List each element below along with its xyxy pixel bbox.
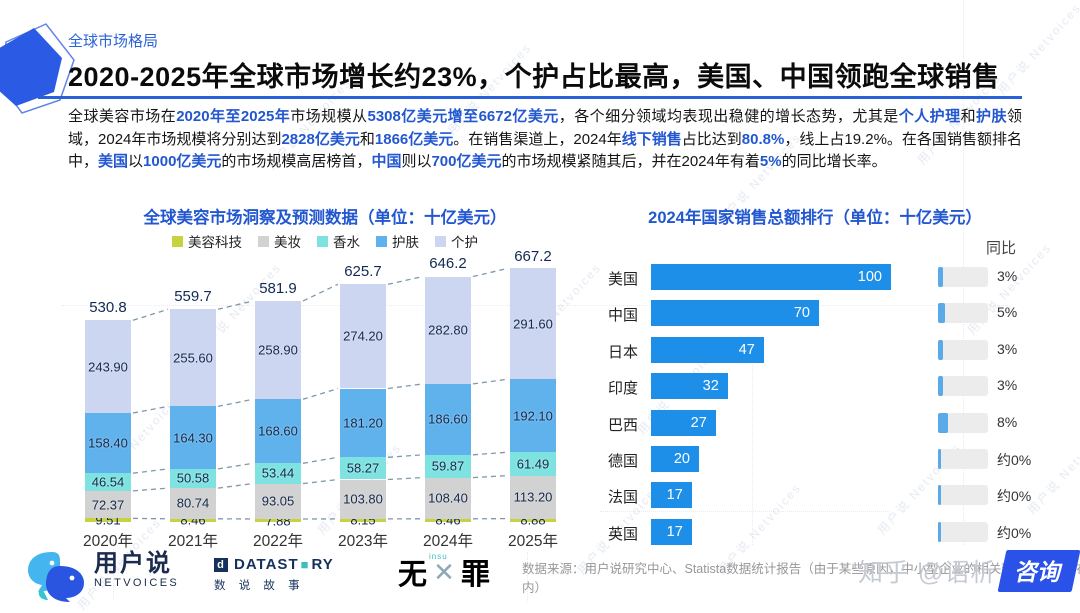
yoy-fill — [938, 485, 941, 505]
title-underline — [38, 96, 1022, 99]
intro-highlight: 700亿美元 — [431, 153, 501, 170]
datastory-text-1: DATAST — [234, 556, 299, 573]
netvoices-logo-text: 用户说 NETVOICES — [94, 551, 179, 589]
intro-highlight: 5% — [760, 153, 782, 170]
netvoices-logo-en: NETVOICES — [94, 577, 179, 589]
country-label: 法国 — [608, 486, 650, 507]
intro-highlight: 护肤 — [976, 108, 1007, 125]
intro-highlight: 中国 — [371, 153, 401, 170]
intro-paragraph: 全球美容市场在2020年至2025年市场规模从5308亿美元增至6672亿美元，… — [68, 106, 1022, 174]
intro-highlight: 2828亿美元 — [281, 131, 359, 148]
datastory-square-glyph: ■ — [301, 557, 310, 572]
intro-highlight: 美国 — [98, 153, 128, 170]
legend-swatch — [376, 236, 387, 247]
datastory-logo-subtitle: 数 说 故 事 — [214, 577, 334, 593]
yoy-track — [938, 522, 988, 542]
wuzui-small-text: insu — [429, 552, 448, 561]
stacked-chart-title: 全球美容市场洞察及预测数据（单位：十亿美元） — [75, 204, 575, 228]
datastory-logo: d DATAST■RY 数 说 故 事 — [214, 556, 334, 593]
country-label: 美国 — [608, 268, 650, 289]
intro-text: 。在销售渠道上，2024年 — [453, 131, 621, 148]
wuzui-logo: 无 insu ✕ 罪 — [398, 551, 490, 593]
country-bar: 70 — [651, 300, 819, 326]
legend-swatch — [317, 236, 328, 247]
country-bar: 100 — [651, 264, 891, 290]
country-bar: 27 — [651, 410, 716, 436]
ranking-chart-title: 2024年国家销售总额排行（单位：十亿美元） — [610, 204, 1020, 228]
yoy-fill — [938, 340, 943, 360]
intro-highlight: 个人护理 — [899, 108, 961, 125]
intro-text: 和 — [961, 108, 976, 125]
zhihu-watermark-text: 知乎 @语析 — [858, 553, 996, 589]
wuzui-cross-icon: ✕ — [433, 557, 455, 587]
intro-text: 的同比增长率。 — [782, 153, 887, 170]
yoy-value-label: 8% — [997, 414, 1017, 430]
intro-text: 市场规模从 — [290, 108, 367, 125]
yoy-value-label: 5% — [997, 304, 1017, 320]
yoy-track — [938, 340, 988, 360]
wuzui-char-right: 罪 — [461, 551, 490, 593]
legend-swatch — [172, 236, 183, 247]
intro-highlight: 1866亿美元 — [375, 131, 453, 148]
intro-text: 以 — [128, 153, 143, 170]
intro-highlight: 1000亿美元 — [143, 153, 221, 170]
yoy-track — [938, 376, 988, 396]
intro-highlight: 80.8% — [742, 131, 785, 148]
yoy-fill — [938, 413, 948, 433]
country-label: 英国 — [608, 523, 650, 544]
yoy-value-label: 约0% — [997, 450, 1031, 470]
netvoices-logo-cn: 用户说 — [94, 551, 179, 577]
yoy-track — [938, 267, 988, 287]
country-bar: 32 — [651, 373, 728, 399]
yoy-track — [938, 303, 988, 323]
datastory-logo-wordmark: d DATAST■RY — [214, 556, 334, 573]
country-label: 印度 — [608, 377, 650, 398]
section-tag: 全球市场格局 — [68, 30, 158, 51]
country-bar: 47 — [651, 337, 764, 363]
yoy-fill — [938, 303, 945, 323]
country-bar: 20 — [651, 446, 699, 472]
legend-swatch — [258, 236, 269, 247]
intro-highlight: 线下销售 — [622, 131, 682, 148]
intro-text: 的市场规模高居榜首， — [221, 153, 371, 170]
wuzui-char-left: 无 — [398, 551, 427, 593]
intro-text: 和 — [360, 131, 375, 148]
country-bar: 17 — [651, 519, 692, 545]
yoy-value-label: 3% — [997, 268, 1017, 284]
intro-text: 的市场规模紧随其后，并在2024年有着 — [502, 153, 760, 170]
country-label: 中国 — [608, 304, 650, 325]
yoy-value-label: 3% — [997, 377, 1017, 393]
netvoices-logo-icon — [22, 548, 90, 602]
yoy-fill — [938, 267, 943, 287]
country-bar: 17 — [651, 482, 692, 508]
intro-text: ，各个细分领域均表现出稳健的增长态势，尤其是 — [559, 108, 899, 125]
yoy-track — [938, 449, 988, 469]
yoy-track — [938, 485, 988, 505]
country-label: 德国 — [608, 450, 650, 471]
yoy-value-label: 约0% — [997, 523, 1031, 543]
yoy-value-label: 约0% — [997, 486, 1031, 506]
intro-highlight: 2020年至2025年 — [176, 108, 290, 125]
yoy-fill — [938, 449, 941, 469]
intro-text: 则以 — [401, 153, 431, 170]
yoy-fill — [938, 522, 941, 542]
country-label: 日本 — [608, 341, 650, 362]
zhihu-watermark-badge: 咨询 — [998, 550, 1080, 592]
intro-text: 占比达到 — [682, 131, 742, 148]
intro-highlight: 5308亿美元增至6672亿美元 — [367, 108, 558, 125]
intro-text: 全球美容市场在 — [68, 108, 176, 125]
zhihu-watermark: 知乎 @语析 咨询 — [858, 550, 1076, 592]
datastory-text-2: RY — [311, 556, 333, 573]
wuzui-cross-wrap: insu ✕ — [427, 558, 461, 587]
yoy-value-label: 3% — [997, 341, 1017, 357]
country-label: 巴西 — [608, 414, 650, 435]
page-title: 2020-2025年全球市场增长约23%，个护占比最高，美国、中国领跑全球销售 — [68, 55, 1028, 94]
dashed-connector-lines — [75, 248, 595, 558]
datastory-logo-icon: d — [214, 558, 228, 572]
legend-swatch — [435, 236, 446, 247]
yoy-fill — [938, 376, 943, 396]
